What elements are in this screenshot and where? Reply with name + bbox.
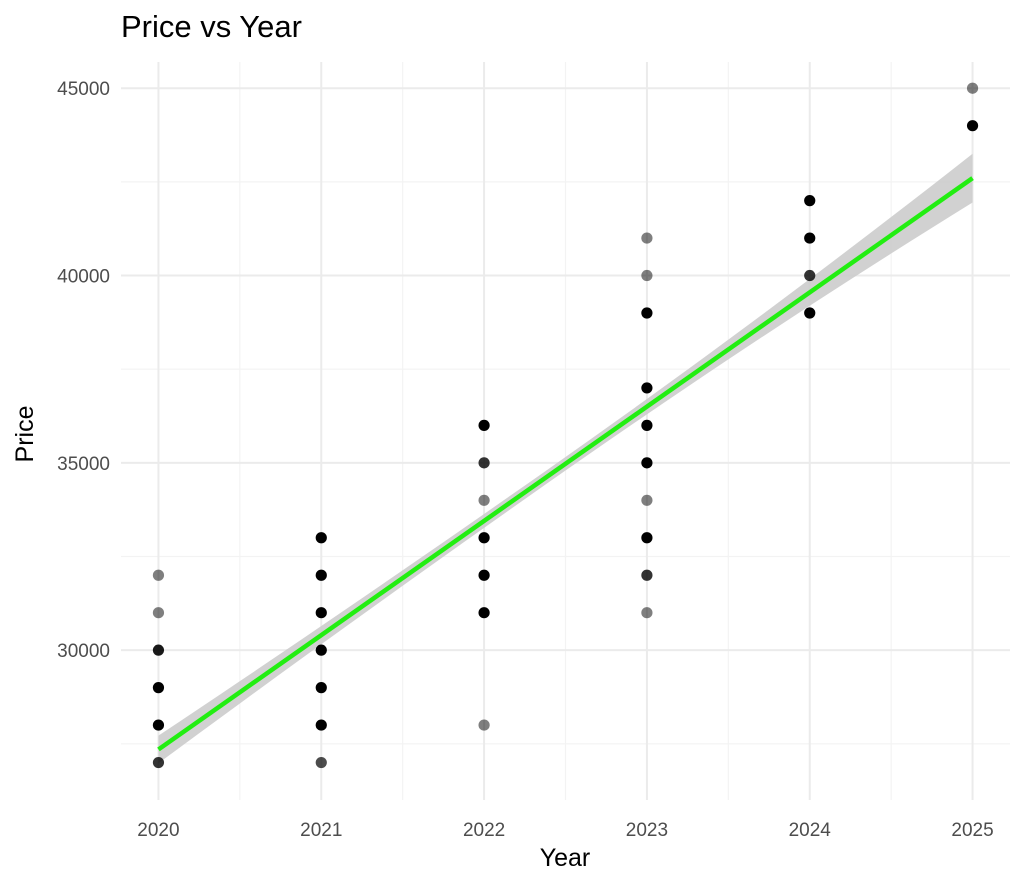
data-point (641, 569, 653, 581)
data-point (315, 682, 327, 694)
data-point (478, 719, 490, 731)
x-tick-label: 2024 (789, 820, 832, 841)
data-point (315, 756, 327, 769)
data-point (966, 120, 979, 132)
data-point (641, 269, 653, 282)
data-point (641, 532, 653, 544)
data-point (641, 419, 653, 431)
tick-labels: 2020 2021 2022 2023 2024 2025 30000 35000 40000 4… (57, 79, 994, 841)
trend-line-layer (157, 176, 974, 752)
data-point (804, 269, 816, 282)
data-point (641, 307, 653, 319)
data-point (804, 307, 816, 319)
data-point (478, 457, 490, 469)
y-axis-title: Price (11, 406, 39, 463)
data-point (478, 569, 490, 581)
data-point (315, 532, 327, 544)
data-point (478, 532, 490, 544)
confidence-band (158, 153, 973, 764)
data-point (966, 82, 979, 94)
x-tick-label: 2021 (300, 820, 342, 841)
data-point (152, 682, 165, 694)
y-tick-label: 40000 (57, 267, 110, 288)
trend-line (157, 176, 974, 752)
x-tick-label: 2025 (951, 820, 993, 841)
x-axis-title: Year (540, 844, 591, 872)
data-point (152, 719, 165, 731)
x-tick-label: 2023 (626, 820, 668, 841)
data-points (152, 82, 979, 769)
data-point (641, 607, 653, 619)
data-point (478, 419, 490, 431)
data-point (804, 232, 816, 244)
data-point (152, 607, 165, 619)
data-point (641, 494, 653, 506)
y-tick-label: 45000 (57, 79, 110, 100)
data-point (641, 457, 653, 469)
y-tick-label: 30000 (57, 641, 110, 662)
data-point (478, 494, 490, 506)
data-point (152, 644, 165, 656)
data-point (315, 569, 327, 581)
data-point (315, 719, 327, 731)
data-point (478, 607, 490, 619)
data-point (315, 607, 327, 619)
y-tick-label: 35000 (57, 454, 110, 475)
data-point (152, 569, 165, 581)
data-point (641, 232, 653, 244)
confidence-band-layer (158, 153, 973, 764)
data-point (315, 644, 327, 656)
data-point (152, 756, 165, 769)
chart-title: Price vs Year (121, 9, 302, 44)
data-point (804, 195, 816, 207)
data-point (641, 382, 653, 394)
x-tick-label: 2020 (137, 820, 179, 841)
x-tick-label: 2022 (463, 820, 505, 841)
